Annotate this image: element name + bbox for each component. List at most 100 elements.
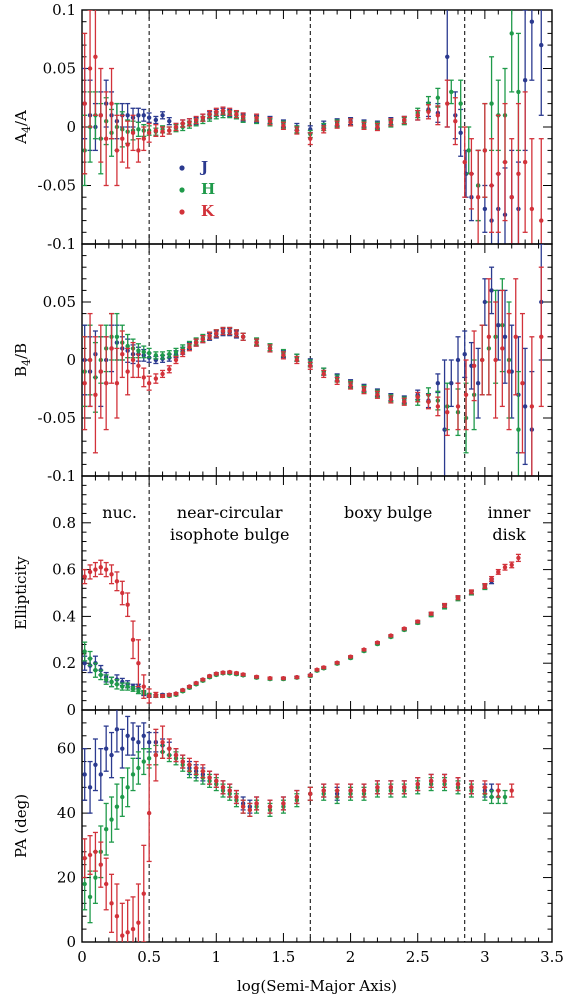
data-point [98, 862, 104, 867]
data-point [93, 849, 98, 854]
data-point [496, 788, 501, 793]
data-point [103, 381, 109, 386]
data-point [442, 427, 447, 432]
data-point [254, 801, 259, 806]
y-tick-label: -0.05 [38, 409, 76, 427]
data-point [402, 399, 407, 404]
data-point [449, 89, 454, 95]
data-point [153, 128, 159, 133]
data-point [220, 328, 226, 334]
data-point [167, 128, 172, 133]
y-axis-label: PA (deg) [12, 794, 30, 858]
data-point [125, 113, 130, 118]
data-point [361, 788, 367, 793]
data-point [109, 817, 114, 822]
data-point [82, 772, 87, 777]
x-tick-label: 1 [212, 948, 222, 966]
data-point [103, 136, 109, 141]
data-point [388, 397, 394, 402]
data-point [539, 218, 544, 223]
data-point [141, 759, 146, 764]
y-tick-label: 0 [66, 351, 76, 369]
data-point [435, 95, 441, 100]
legend-marker [179, 165, 185, 171]
y-tick-label: 0.1 [52, 1, 76, 19]
data-point [415, 113, 420, 118]
data-point [130, 926, 136, 932]
data-point [240, 334, 246, 339]
data-point [348, 120, 353, 125]
data-point [114, 148, 120, 153]
data-point [496, 569, 501, 575]
data-point [120, 746, 125, 751]
data-point [153, 353, 159, 358]
data-point [120, 794, 125, 800]
data-layer [82, 10, 544, 244]
data-point [160, 353, 165, 358]
legend-marker [179, 209, 185, 215]
y-axis-label: A4/A [12, 110, 33, 145]
data-point [509, 31, 514, 36]
data-point [539, 42, 544, 48]
data-point [361, 647, 367, 652]
data-point [120, 136, 125, 141]
data-point [254, 674, 259, 679]
data-point [82, 101, 87, 106]
legend-label-J: J [199, 158, 208, 176]
data-point [247, 807, 253, 813]
data-point [173, 349, 179, 355]
data-point [167, 352, 172, 357]
data-point [173, 752, 179, 758]
data-point [388, 120, 394, 125]
panel-frame [81, 475, 553, 711]
data-point [125, 930, 130, 935]
data-point [109, 752, 114, 758]
data-point [167, 367, 172, 372]
panel-frame [81, 709, 553, 943]
y-tick-label: 20 [57, 869, 76, 887]
data-point [87, 66, 93, 71]
data-point [103, 746, 109, 751]
data-point [529, 19, 535, 24]
data-point [167, 692, 172, 697]
data-point [375, 392, 380, 397]
data-point [234, 794, 239, 800]
data-point [214, 778, 219, 784]
data-point [502, 334, 508, 339]
x-tick-label: 0 [77, 948, 87, 966]
data-point [281, 353, 286, 358]
data-point [516, 427, 521, 432]
data-point [509, 788, 514, 793]
data-point [120, 684, 125, 689]
data-point [294, 128, 300, 133]
data-point [103, 677, 109, 682]
region-label: nuc. [102, 503, 137, 522]
data-point [539, 334, 544, 339]
panel-b4: -0.1 -0.05 0 0.05 B4/B [12, 243, 553, 485]
data-point [136, 127, 141, 132]
x-tick-label: 1.5 [271, 948, 295, 966]
data-point [114, 334, 120, 339]
data-point [402, 117, 407, 123]
data-point [496, 323, 501, 328]
data-point [502, 794, 508, 800]
data-point [214, 109, 219, 114]
data-point [214, 671, 219, 676]
data-point [334, 788, 340, 793]
data-point [114, 727, 120, 732]
data-point [502, 159, 508, 165]
series-H [82, 584, 488, 699]
data-point [220, 670, 226, 675]
y-tick-label: 0 [66, 118, 76, 136]
y-tick-label: -0.05 [38, 177, 76, 195]
data-point [98, 565, 104, 570]
data-point [130, 357, 136, 363]
data-point [160, 371, 165, 377]
data-point [87, 357, 93, 363]
data-point [125, 142, 130, 147]
data-point [348, 383, 353, 388]
legend-label-H: H [201, 180, 215, 198]
y-tick-label: 0.2 [52, 654, 76, 672]
data-point [114, 914, 120, 919]
data-point [489, 183, 494, 188]
